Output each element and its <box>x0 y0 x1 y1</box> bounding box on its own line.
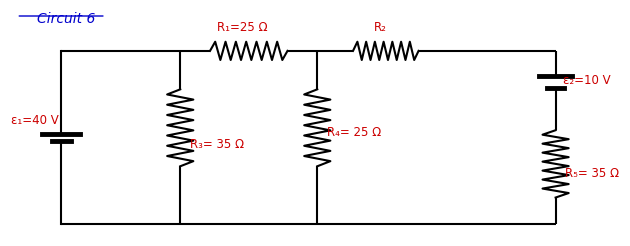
Text: R₁=25 Ω: R₁=25 Ω <box>217 21 268 34</box>
Text: R₄= 25 Ω: R₄= 25 Ω <box>327 126 381 139</box>
Text: R₅= 35 Ω: R₅= 35 Ω <box>565 167 619 180</box>
Text: ε₁=40 V: ε₁=40 V <box>11 114 59 127</box>
Text: Circuit 6: Circuit 6 <box>37 12 96 26</box>
Text: R₃= 35 Ω: R₃= 35 Ω <box>190 138 244 151</box>
Text: R₂: R₂ <box>374 21 386 34</box>
Text: ε₂=10 V: ε₂=10 V <box>563 75 610 87</box>
